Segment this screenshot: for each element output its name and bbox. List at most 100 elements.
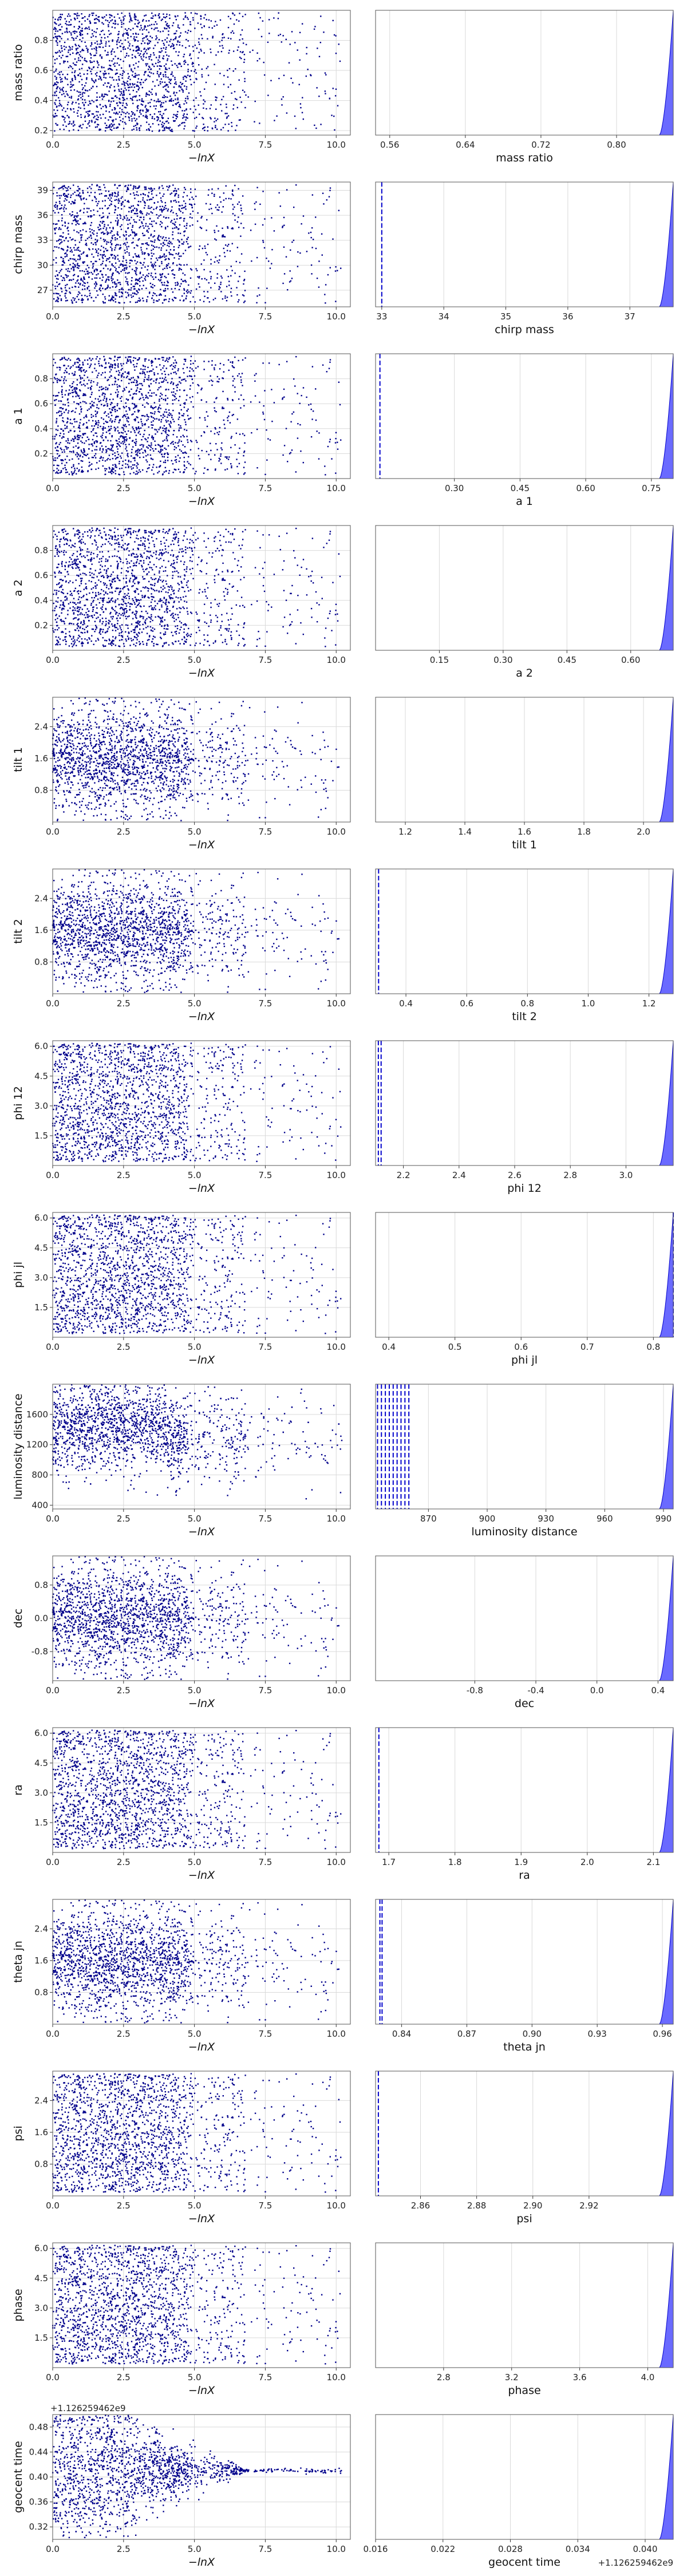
sample-point (108, 119, 109, 121)
sample-point (103, 74, 105, 76)
sample-point (335, 35, 337, 37)
sample-point (95, 31, 97, 33)
sample-point (212, 37, 214, 39)
sample-point (93, 214, 95, 216)
sample-point (73, 440, 75, 442)
sample-point (162, 417, 164, 418)
sample-point (63, 128, 65, 131)
sample-point (95, 22, 97, 24)
sample-point (54, 62, 56, 64)
sample-point (160, 369, 162, 371)
sample-point (74, 467, 76, 469)
sample-point (54, 84, 56, 85)
sample-point (135, 282, 137, 284)
sample-point (145, 108, 148, 110)
sample-point (207, 130, 208, 132)
sample-point (104, 298, 106, 300)
sample-point (69, 24, 71, 26)
sample-point (91, 29, 93, 31)
sample-point (120, 203, 123, 204)
sample-point (66, 283, 68, 286)
sample-point (125, 291, 127, 293)
sample-point (114, 282, 116, 284)
sample-point (67, 38, 69, 40)
sample-point (144, 279, 147, 281)
sample-point (54, 223, 57, 225)
sample-point (52, 17, 54, 18)
sample-point (236, 294, 238, 296)
sample-point (310, 403, 312, 405)
sample-point (214, 64, 215, 65)
sample-point (74, 374, 76, 376)
sample-point (66, 371, 68, 373)
sample-point (101, 451, 103, 453)
sample-point (60, 45, 62, 47)
sample-point (128, 461, 130, 463)
sample-point (109, 14, 110, 15)
sample-point (134, 197, 136, 199)
sample-point (91, 425, 93, 427)
sample-point (126, 266, 128, 268)
sample-point (124, 15, 126, 17)
sample-point (74, 202, 76, 204)
sample-point (94, 121, 96, 123)
sample-point (164, 259, 166, 261)
sample-point (148, 228, 150, 230)
sample-point (125, 123, 127, 125)
sample-point (204, 101, 206, 102)
sample-point (135, 19, 137, 21)
sample-point (321, 254, 323, 256)
sample-point (104, 226, 105, 227)
sample-point (142, 197, 144, 199)
sample-point (146, 230, 148, 232)
sample-point (135, 95, 137, 97)
sample-point (119, 90, 120, 92)
sample-point (177, 368, 179, 370)
sample-point (226, 116, 228, 118)
sample-point (148, 254, 149, 256)
sample-point (232, 413, 234, 416)
sample-point (334, 270, 337, 272)
sample-point (153, 241, 155, 243)
sample-point (55, 28, 57, 30)
sample-point (124, 436, 126, 438)
sample-point (76, 15, 78, 17)
sample-point (210, 449, 212, 452)
sample-point (56, 58, 58, 60)
sample-point (59, 472, 61, 474)
sample-point (113, 297, 114, 298)
sample-point (156, 37, 158, 39)
sample-point (232, 50, 235, 52)
sample-point (135, 39, 136, 41)
sample-point (113, 64, 114, 65)
sample-point (118, 422, 120, 424)
sample-point (85, 273, 86, 275)
sample-point (185, 109, 187, 110)
sample-point (98, 19, 100, 21)
sample-point (153, 23, 155, 25)
sample-point (93, 101, 94, 103)
sample-point (139, 388, 141, 390)
sample-point (302, 97, 303, 98)
sample-point (92, 273, 94, 275)
sample-point (69, 49, 71, 51)
sample-point (132, 71, 134, 73)
sample-point (125, 54, 128, 57)
sample-point (95, 370, 97, 372)
sample-point (64, 262, 65, 264)
sample-point (184, 121, 185, 124)
sample-point (58, 378, 60, 381)
axes-frame (52, 181, 351, 307)
sample-point (232, 228, 234, 230)
sample-point (92, 33, 93, 35)
sample-point (146, 274, 148, 276)
sample-point (157, 14, 159, 17)
sample-point (155, 406, 157, 408)
sample-point (120, 455, 121, 457)
sample-point (77, 60, 80, 61)
sample-point (146, 109, 148, 111)
sample-point (70, 215, 72, 216)
sample-point (83, 208, 85, 210)
sample-point (91, 44, 93, 45)
y-tick-label: 0.2 (34, 125, 48, 136)
